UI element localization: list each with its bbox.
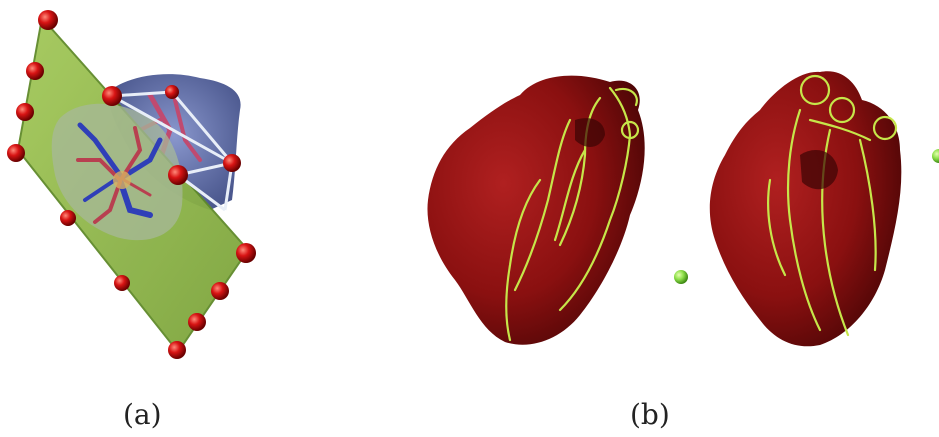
control-point-sphere[interactable]	[102, 86, 122, 106]
control-point-sphere[interactable]	[211, 282, 229, 300]
control-points	[7, 10, 256, 359]
control-point-sphere[interactable]	[236, 243, 256, 263]
green-marker-sphere[interactable]	[674, 270, 688, 284]
heart-model-left	[427, 75, 645, 345]
control-point-sphere[interactable]	[165, 85, 179, 99]
heart-model-right	[709, 71, 902, 347]
control-point-sphere[interactable]	[223, 154, 241, 172]
control-point-sphere[interactable]	[188, 313, 206, 331]
control-point-sphere[interactable]	[114, 275, 130, 291]
control-point-sphere[interactable]	[38, 10, 58, 30]
control-point-sphere[interactable]	[16, 103, 34, 121]
panel-b	[427, 71, 939, 347]
control-point-sphere[interactable]	[168, 165, 188, 185]
caption-b: (b)	[630, 398, 670, 431]
green-marker-sphere[interactable]	[932, 149, 939, 163]
control-point-sphere[interactable]	[7, 144, 25, 162]
control-point-sphere[interactable]	[26, 62, 44, 80]
organ-volume	[108, 74, 241, 210]
control-point-sphere[interactable]	[168, 341, 186, 359]
control-point-sphere[interactable]	[60, 210, 76, 226]
caption-a: (a)	[123, 398, 162, 431]
panel-a	[7, 10, 256, 359]
vessel-tree	[76, 122, 163, 224]
